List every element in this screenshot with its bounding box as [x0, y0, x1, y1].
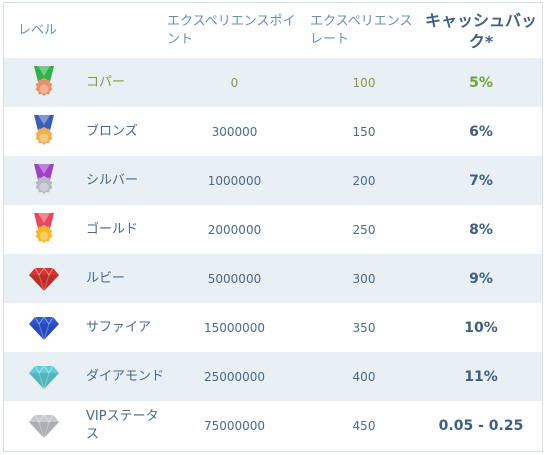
gold-medal-icon: [26, 205, 62, 254]
silver-medal-icon: [26, 156, 62, 205]
cashback-value: 5%: [469, 74, 493, 91]
experience-rate: 100: [352, 75, 376, 90]
experience-rate: 450: [352, 418, 376, 433]
level-name: コパー: [86, 74, 126, 90]
table-header: レベル エクスペリエンスポイント エクスペリエンスレート キャッシュバック*: [4, 3, 542, 58]
table-row: ブロンズ 300000 150 6%: [4, 107, 542, 156]
header-cashback: キャッシュバック*: [422, 3, 540, 58]
level-name: サファイア: [86, 319, 152, 335]
header-level: レベル: [18, 22, 58, 38]
table-row: サファイア 15000000 350 10%: [4, 303, 542, 352]
vip-gem-icon: [26, 401, 62, 450]
header-cashback-label: キャッシュバック*: [424, 10, 537, 51]
experience-rate: 250: [352, 222, 376, 237]
cashback-value: 7%: [469, 172, 493, 189]
table-row: ダイアモンド 25000000 400 11%: [4, 352, 542, 401]
table-row: VIPステータス 75000000 450 0.05 - 0.25: [4, 401, 542, 450]
experience-points: 0: [230, 75, 239, 90]
experience-rate: 200: [352, 173, 376, 188]
header-experience-rate: エクスペリエンスレート: [310, 13, 413, 47]
level-name: ルビー: [86, 270, 126, 286]
cashback-value: 0.05 - 0.25: [438, 417, 524, 434]
level-name: ダイアモンド: [86, 368, 165, 384]
sapphire-gem-icon: [26, 303, 62, 352]
diamond-gem-icon: [26, 352, 62, 401]
experience-rate: 350: [352, 320, 376, 335]
level-name: シルバー: [86, 172, 139, 188]
table-row: ルビー 5000000 300 9%: [4, 254, 542, 303]
cashback-value: 8%: [469, 221, 493, 238]
experience-points: 5000000: [207, 271, 262, 286]
experience-points: 75000000: [203, 418, 266, 433]
experience-points: 15000000: [203, 320, 266, 335]
experience-rate: 300: [352, 271, 376, 286]
vip-levels-table: レベル エクスペリエンスポイント エクスペリエンスレート キャッシュバック* コ…: [3, 2, 543, 452]
table-row: シルバー 1000000 200 7%: [4, 156, 542, 205]
experience-points: 2000000: [207, 222, 262, 237]
level-name: VIPステータス: [86, 408, 159, 442]
header-experience-points: エクスペリエンスポイント: [167, 13, 296, 47]
cashback-value: 6%: [469, 123, 493, 140]
experience-rate: 150: [352, 124, 376, 139]
cashback-value: 10%: [464, 319, 498, 336]
level-name: ゴールド: [86, 221, 139, 237]
bronze-medal-icon: [26, 107, 62, 156]
cashback-value: 9%: [469, 270, 493, 287]
experience-points: 1000000: [207, 173, 262, 188]
experience-rate: 400: [352, 369, 376, 384]
experience-points: 25000000: [203, 369, 266, 384]
copper-medal-icon: [26, 58, 62, 107]
table-row: ゴールド 2000000 250 8%: [4, 205, 542, 254]
experience-points: 300000: [211, 124, 258, 139]
ruby-gem-icon: [26, 254, 62, 303]
table-row: コパー 0 100 5%: [4, 58, 542, 107]
cashback-value: 11%: [464, 368, 498, 385]
level-name: ブロンズ: [86, 123, 138, 139]
